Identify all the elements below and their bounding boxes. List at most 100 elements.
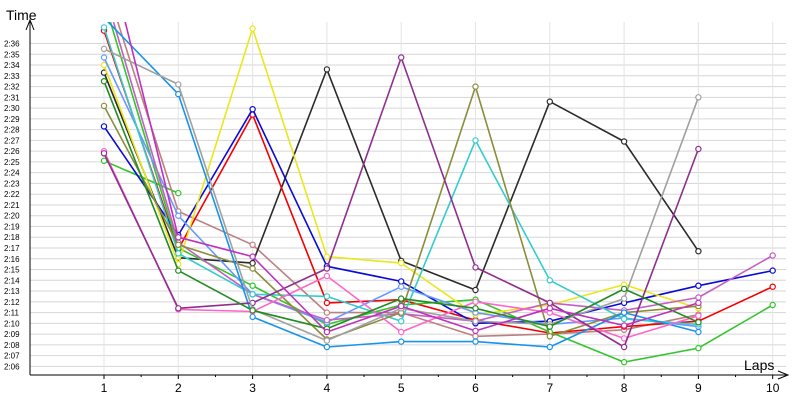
series-12-point [472,338,479,345]
series-8-point [175,212,182,219]
y-tick-label: 2:31 [4,93,20,102]
y-tick-label: 2:18 [4,233,20,242]
series-16-point [249,307,256,314]
series-10-point [546,277,554,284]
x-tick-label: 7 [546,381,553,395]
series-6-point [249,282,256,289]
series-3-point [695,247,702,255]
x-tick-label: 9 [695,381,702,395]
series-14-point [398,54,405,61]
series-14-point [620,343,628,351]
series-7 [100,25,702,318]
series-7-point [249,25,256,32]
series-9-point [323,316,331,324]
series-11-point [100,102,108,110]
axes [25,18,790,380]
series-16-point [472,305,479,312]
y-tick-label: 2:19 [4,222,20,231]
series-4-line [103,30,774,334]
series-7-point [100,61,108,69]
x-tick-label: 3 [249,381,256,395]
series-5-point [100,123,108,130]
series-6-point [620,358,628,366]
y-tick-label: 2:21 [4,201,20,210]
x-tick-label: 10 [766,381,780,395]
series-17-point [472,327,479,335]
series-3-point [472,286,479,294]
y-tick-label: 2:28 [4,126,20,135]
series-12 [101,15,702,351]
series-17-point [398,302,405,310]
series-12-point [695,328,702,336]
series-14 [100,54,702,351]
series-8-point [100,54,108,61]
series-13-point [472,298,479,305]
series-16-point [398,295,405,302]
y-tick-label: 2:22 [4,190,20,199]
series-3-point [323,66,331,73]
series-6-point [695,344,702,352]
series-16-point [546,323,554,330]
series-17-point [323,328,331,336]
y-tick-label: 2:20 [4,212,20,221]
series-14-point [175,305,182,312]
y-tick-label: 2:36 [4,40,20,49]
series-10-point [175,250,182,257]
y-tick-label: 2:07 [4,352,20,361]
series-10 [100,24,702,328]
series-13-point [695,312,702,319]
series-8-point [398,283,405,290]
series-17-point [546,305,554,312]
series-11-point [175,241,182,248]
series-lines [100,0,776,366]
series-17-point [175,233,182,241]
series-12-point [546,343,554,351]
series-6-point [101,0,106,3]
series-4-point [769,283,776,290]
series-2-point [323,309,331,316]
y-tick-label: 2:16 [4,255,20,264]
series-15-point [100,45,108,53]
series-2-point [472,333,479,340]
y-axis-arrow [25,18,35,31]
y-tick-label: 2:12 [4,298,20,307]
y-tick-label: 2:33 [4,72,20,81]
series-15-point [620,295,628,302]
grid [30,22,786,379]
series-9-point [769,252,776,259]
series-3-point [249,259,256,267]
series-15-point [472,318,479,325]
y-axis-label: Time [6,7,37,23]
series-5-point [769,267,776,274]
y-tick-label: 2:13 [4,287,20,296]
series-1-point [100,157,108,164]
series-17 [124,22,702,336]
x-tick-label: 8 [621,381,628,395]
series-10-point [100,24,108,31]
y-tick-label: 2:30 [4,104,20,113]
series-16-point [175,267,182,274]
series-6-line [109,22,774,363]
series-12-point [101,15,106,20]
series-16-point [695,319,702,326]
y-tick-label: 2:27 [4,136,20,145]
series-13-point [398,328,405,336]
series-11-point [249,265,256,272]
series-5-point [249,105,256,113]
series-14-point [100,150,108,157]
series-10-point [249,291,256,298]
y-tick-label: 2:32 [4,83,20,92]
series-7-point [398,259,405,267]
y-tick-label: 2:08 [4,341,20,350]
series-14-point [695,145,702,153]
series-3-point [620,138,628,145]
series-17-point [249,253,256,260]
x-tick-label: 2 [175,381,182,395]
x-tick-label: 5 [398,381,405,395]
y-tick-label: 2:24 [4,169,20,178]
y-tick-label: 2:06 [4,362,20,371]
series-16-point [100,77,108,85]
x-tick-label: 1 [101,381,108,395]
series-12-point [620,309,628,316]
series-13-point [323,272,331,280]
